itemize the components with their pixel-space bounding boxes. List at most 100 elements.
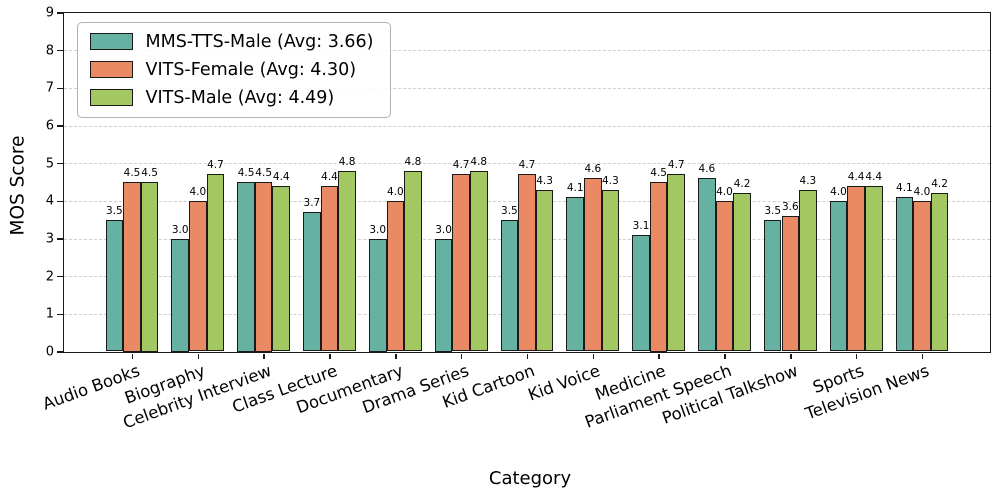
- bar-value-label: 4.3: [799, 174, 817, 187]
- y-tick-mark: [56, 49, 63, 52]
- bar-value-label: 4.0: [716, 185, 733, 198]
- bar: [799, 189, 817, 352]
- bar: [500, 219, 519, 352]
- bar: [781, 215, 800, 352]
- legend: MMS-TTS-Male (Avg: 3.66) VITS-Female (Avg…: [76, 21, 391, 118]
- bar: [237, 182, 255, 352]
- bar: [171, 238, 190, 352]
- bar: [206, 174, 225, 352]
- y-tick-mark: [56, 351, 63, 353]
- bar-value-label: 3.0: [171, 223, 189, 236]
- bar: [715, 200, 734, 352]
- legend-label: VITS-Female (Avg: 4.30): [145, 59, 357, 80]
- y-tick-label: 0: [45, 344, 54, 360]
- x-tick-mark: [658, 353, 660, 359]
- bar-value-label: 4.8: [338, 155, 356, 168]
- bar: [368, 238, 387, 352]
- x-tick-mark: [131, 353, 134, 359]
- legend-item: MMS-TTS-Male (Avg: 3.66): [89, 31, 374, 52]
- bar-value-label: 3.0: [435, 223, 452, 236]
- x-tick-mark: [197, 353, 200, 359]
- bar-value-label: 3.5: [764, 204, 782, 217]
- grid-line: [63, 50, 990, 52]
- bar-value-label: 4.5: [650, 167, 667, 179]
- bar-value-label: 3.5: [106, 204, 123, 217]
- bar-value-label: 3.0: [369, 223, 387, 236]
- y-tick-mark: [56, 125, 63, 127]
- bar: [601, 189, 620, 352]
- bar-value-label: 4.7: [667, 159, 685, 172]
- bar-value-label: 4.4: [865, 170, 883, 183]
- bar-value-label: 4.6: [698, 163, 716, 176]
- x-tick-mark: [790, 353, 792, 359]
- bar-value-label: 4.2: [733, 178, 751, 191]
- bar-value-label: 4.0: [913, 185, 931, 198]
- bar-value-label: 3.5: [501, 204, 518, 217]
- bar-value-label: 4.4: [847, 170, 865, 183]
- bar-value-label: 4.5: [141, 167, 158, 179]
- legend-label: MMS-TTS-Male (Avg: 3.66): [145, 31, 374, 52]
- x-tick-mark: [263, 353, 265, 359]
- bar-value-label: 4.4: [272, 170, 290, 183]
- x-tick-mark: [855, 353, 858, 359]
- bar-value-label: 4.6: [584, 163, 602, 176]
- bar: [320, 185, 339, 352]
- bar: [535, 189, 554, 352]
- legend-swatch-icon: [89, 61, 133, 78]
- bar: [649, 182, 668, 352]
- bar-value-label: 4.5: [255, 167, 273, 179]
- bar: [733, 193, 751, 352]
- legend-item: VITS-Male (Avg: 4.49): [89, 87, 374, 108]
- bar-value-label: 4.5: [123, 167, 141, 179]
- bar: [864, 185, 883, 352]
- bar: [404, 170, 422, 352]
- bar-value-label: 4.3: [602, 174, 619, 187]
- y-tick-label: 3: [45, 231, 54, 247]
- bar-value-label: 3.1: [632, 219, 650, 232]
- x-tick-mark: [724, 353, 726, 359]
- x-tick-mark: [395, 353, 397, 359]
- y-tick-mark: [56, 12, 63, 14]
- bar-value-label: 4.8: [404, 155, 422, 168]
- y-tick-label: 9: [45, 5, 54, 21]
- legend-item: VITS-Female (Avg: 4.30): [89, 59, 374, 80]
- y-tick-label: 8: [45, 43, 54, 59]
- bar-value-label: 4.4: [321, 170, 338, 183]
- bar: [698, 178, 716, 352]
- bar-value-label: 4.7: [452, 159, 470, 172]
- bar-value-label: 4.1: [896, 182, 913, 195]
- bar: [518, 174, 536, 352]
- bar: [303, 212, 321, 352]
- bar: [829, 200, 848, 352]
- bar-value-label: 4.1: [566, 182, 584, 195]
- bar-value-label: 4.0: [189, 185, 207, 198]
- bar: [469, 170, 488, 352]
- x-tick-mark: [329, 353, 331, 359]
- y-tick-label: 1: [45, 306, 54, 322]
- y-tick-label: 5: [45, 156, 54, 172]
- y-tick-mark: [56, 87, 63, 90]
- x-tick-mark: [592, 353, 595, 359]
- y-tick-label: 7: [45, 80, 54, 96]
- bar-value-label: 4.7: [518, 159, 536, 172]
- y-tick-label: 6: [45, 118, 54, 134]
- bar: [140, 182, 159, 352]
- bar-value-label: 4.0: [386, 185, 404, 198]
- bar: [123, 182, 141, 352]
- plot-area: 3.5 4.5 4.5 3.0 4.0 4.7 4.5 4.5 4.4 3.7 4.4 4.8 3.0 4…: [62, 11, 991, 353]
- bar: [434, 238, 453, 352]
- y-tick-mark: [56, 162, 63, 165]
- bar-value-label: 4.0: [830, 185, 847, 198]
- bar-value-label: 4.2: [931, 178, 948, 191]
- legend-label: VITS-Male (Avg: 4.49): [145, 87, 335, 108]
- bar-value-label: 3.7: [303, 197, 321, 210]
- x-tick-mark: [921, 353, 924, 359]
- bar: [105, 219, 124, 352]
- x-axis-title: Category: [488, 468, 572, 489]
- bar-value-label: 4.5: [237, 167, 255, 179]
- bar: [632, 234, 650, 352]
- legend-swatch-icon: [89, 89, 133, 106]
- bar: [566, 197, 584, 352]
- bar: [847, 185, 865, 352]
